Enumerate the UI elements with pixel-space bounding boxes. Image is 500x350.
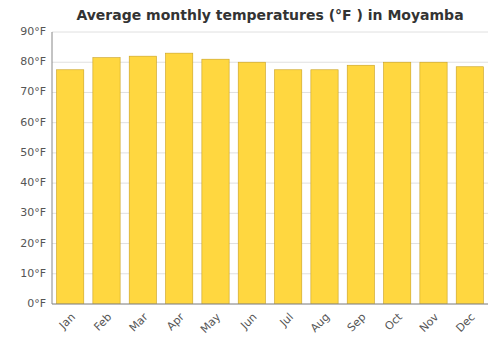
bar [202,59,229,304]
x-axis-line [52,304,488,305]
x-tick-label: Dec [453,311,477,335]
bar [57,70,84,304]
title: Average monthly temperatures (°F ) in Mo… [76,7,463,23]
x-tick-label: Aug [308,311,332,335]
y-tick-label: 90°F [20,25,46,38]
x-tick-labels: Jan Feb Mar Apr May Jun Jul Aug Sep Oct Nov Dec [56,310,478,336]
y-tick-label: 80°F [20,55,46,68]
x-tick-label: Sep [345,311,369,335]
bar [129,56,156,304]
bar [420,62,447,304]
bar [93,58,120,304]
y-tick-label: 10°F [20,267,46,280]
x-tick-label: Oct [382,310,405,333]
y-grid [52,32,488,304]
grid-line [52,304,488,305]
x-tick-label: Jul [277,311,296,330]
x-tick-label: May [198,310,224,336]
x-tick-label: Feb [91,311,114,334]
x-tick-label: Jan [56,311,78,333]
y-axis-line [52,32,53,304]
bars [57,53,484,304]
y-tick-labels: 0°F 10°F 20°F 30°F 40°F 50°F 60°F 70°F 80°F 90°F [20,25,46,310]
chart: 0°F 10°F 20°F 30°F 40°F 50°F 60°F 70°F 80°F 90°F J… [0,0,500,350]
y-tick-label: 0°F [27,297,46,310]
y-tick-label: 50°F [20,146,46,159]
bar [384,62,411,304]
x-tick-label: Jun [238,311,260,333]
bar [311,70,338,304]
y-tick-label: 20°F [20,237,46,250]
bar [347,65,374,304]
y-tick-label: 60°F [20,116,46,129]
x-tick-label: Apr [164,310,187,333]
bar [275,70,302,304]
y-tick-label: 40°F [20,176,46,189]
x-tick-label: Mar [127,310,151,334]
x-tick-label: Nov [417,310,442,335]
y-tick-label: 70°F [20,85,46,98]
bar [238,62,265,304]
y-tick-label: 30°F [20,206,46,219]
bar [166,53,193,304]
grid-line [52,32,488,33]
bar [456,67,483,304]
